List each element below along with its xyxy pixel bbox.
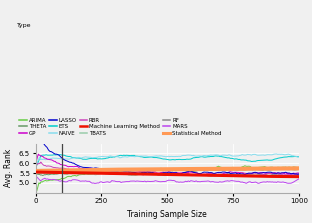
Legend: ARIMA, THETA, GP, LASSO, ETS, NAIVE, RBR, Machine Learning Method, TBATS, RF, MA: ARIMA, THETA, GP, LASSO, ETS, NAIVE, RBR… <box>17 116 224 138</box>
X-axis label: Training Sample Size: Training Sample Size <box>127 210 207 219</box>
Text: Type: Type <box>17 23 31 28</box>
Y-axis label: Avg. Rank: Avg. Rank <box>4 149 13 187</box>
